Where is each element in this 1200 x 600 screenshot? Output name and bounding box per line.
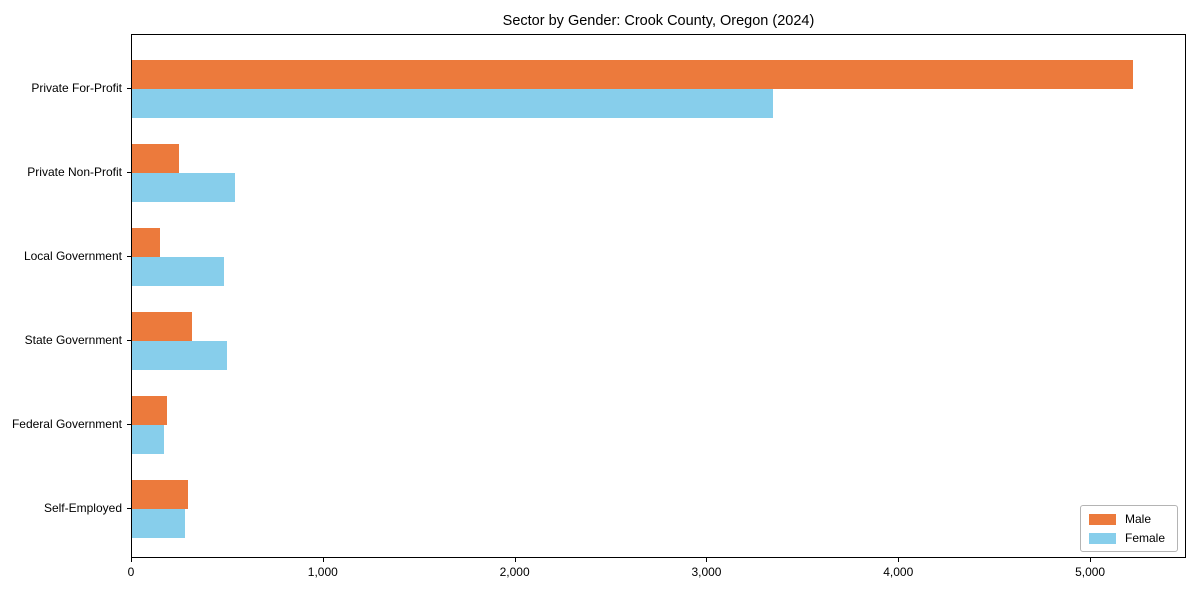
male-legend-label: Male xyxy=(1124,512,1151,526)
chart-title: Sector by Gender: Crook County, Oregon (… xyxy=(502,13,815,29)
male-bar-private-non-profit xyxy=(132,144,179,174)
x-tick-label-2000: 2,000 xyxy=(499,565,530,579)
male-bar-federal-government xyxy=(132,396,167,426)
male-bar-state-government xyxy=(132,312,192,342)
female-bar-federal-government xyxy=(132,425,164,455)
y-tick-mark xyxy=(127,424,131,426)
legend-item-male: Male xyxy=(1088,512,1165,526)
legend-item-female: Female xyxy=(1088,531,1165,545)
female-legend-swatch-icon xyxy=(1088,532,1116,544)
x-tick-mark xyxy=(131,558,132,562)
y-tick-label-private-non-profit: Private Non-Profit xyxy=(27,165,122,180)
x-tick-label-4000: 4,000 xyxy=(883,565,914,579)
female-bar-private-for-profit xyxy=(132,89,774,119)
x-tick-label-0: 0 xyxy=(127,565,135,579)
y-tick-mark xyxy=(127,340,131,342)
legend: Male Female xyxy=(1079,505,1178,552)
y-tick-mark xyxy=(127,172,131,174)
y-tick-mark xyxy=(127,88,131,90)
plot-area: Male Female xyxy=(131,34,1186,558)
female-bar-local-government xyxy=(132,257,224,287)
female-legend-label: Female xyxy=(1124,531,1165,545)
y-tick-label-state-government: State Government xyxy=(24,333,122,348)
y-tick-label-private-for-profit: Private For-Profit xyxy=(31,81,122,96)
x-tick-mark xyxy=(706,558,708,562)
x-tick-label-3000: 3,000 xyxy=(691,565,722,579)
male-legend-swatch-icon xyxy=(1088,513,1116,525)
x-tick-mark xyxy=(898,558,900,562)
x-tick-mark xyxy=(322,558,324,562)
female-bar-self-employed xyxy=(132,509,186,539)
male-bar-local-government xyxy=(132,228,161,258)
male-bar-self-employed xyxy=(132,480,188,510)
x-tick-mark xyxy=(1090,558,1092,562)
female-bar-state-government xyxy=(132,341,227,371)
y-tick-label-self-employed: Self-Employed xyxy=(43,501,122,516)
x-tick-label-1000: 1,000 xyxy=(307,565,338,579)
x-tick-mark xyxy=(514,558,516,562)
y-tick-mark xyxy=(127,508,131,510)
y-tick-label-local-government: Local Government xyxy=(23,249,122,264)
y-tick-label-federal-government: Federal Government xyxy=(11,417,122,432)
x-tick-label-5000: 5,000 xyxy=(1075,565,1106,579)
female-bar-private-non-profit xyxy=(132,173,236,203)
male-bar-private-for-profit xyxy=(132,60,1134,90)
y-tick-mark xyxy=(127,256,131,258)
